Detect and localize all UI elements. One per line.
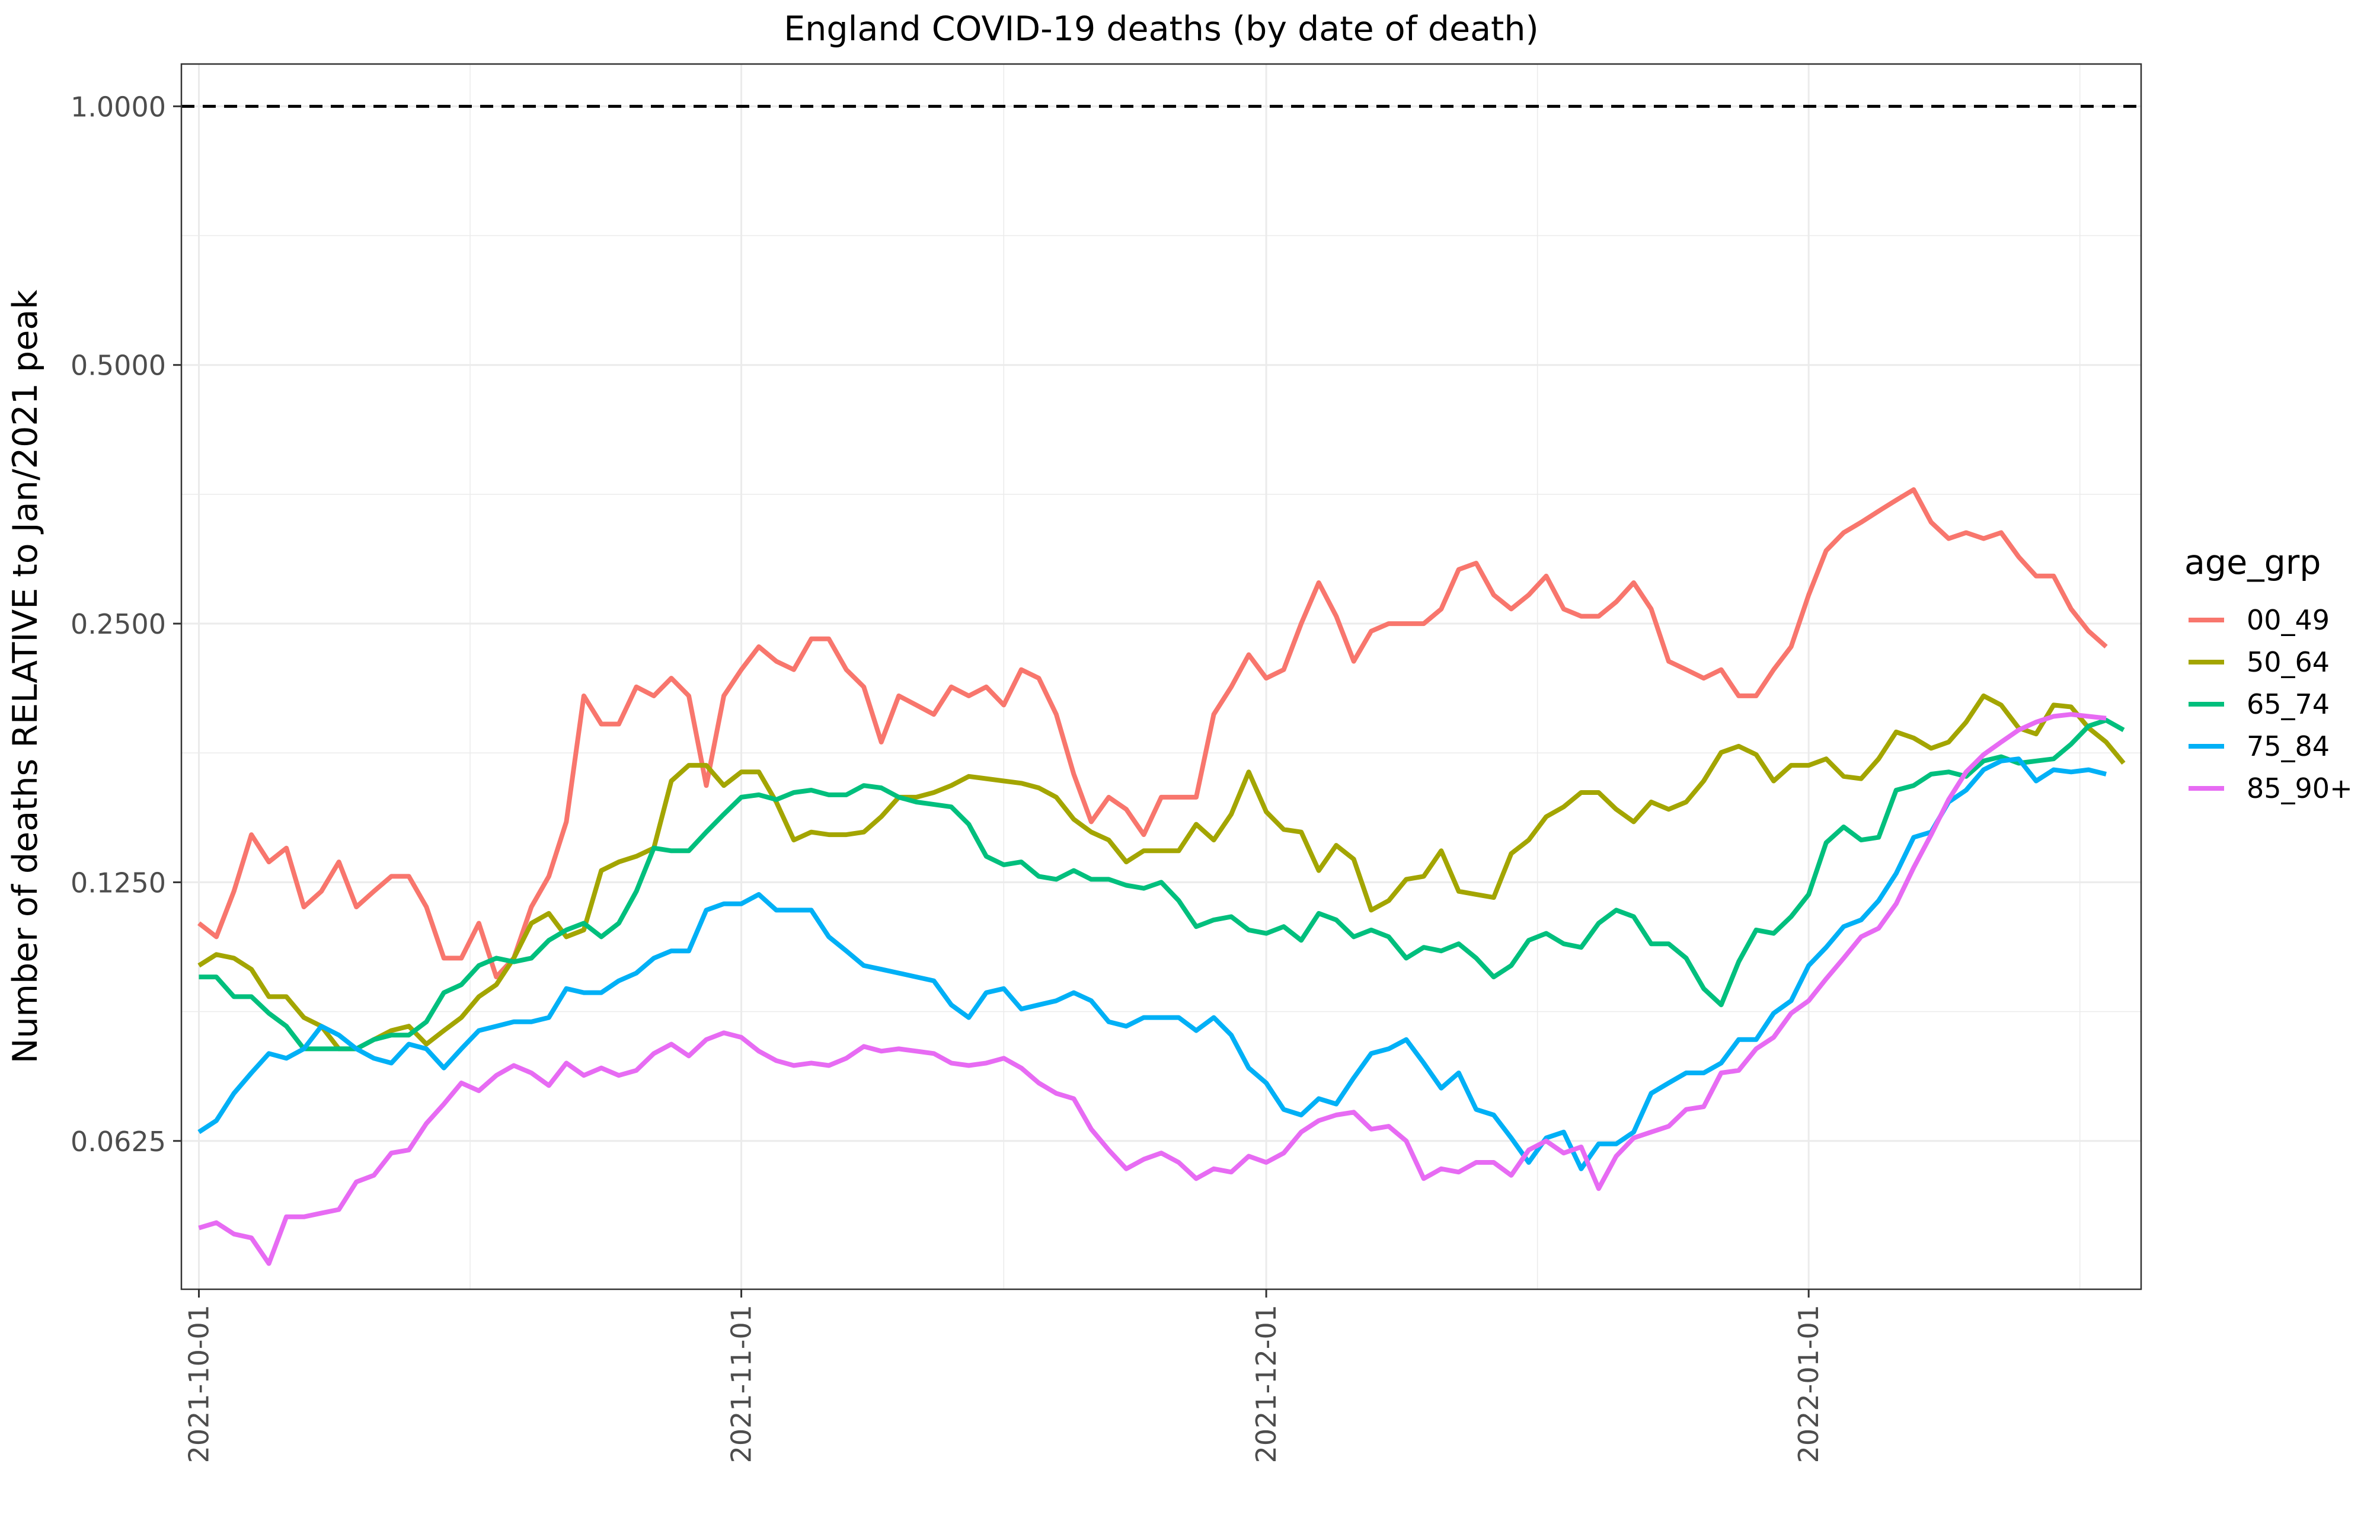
legend-title: age_grp <box>2184 543 2321 582</box>
series-lines <box>197 487 2126 1266</box>
y-tick-label: 0.1250 <box>71 867 166 899</box>
x-tick-label: 2022-01-01 <box>1793 1305 1825 1463</box>
y-tick-label: 1.0000 <box>71 91 166 123</box>
y-axis: 0.0625 0.1250 0.2500 0.5000 1.0000 <box>71 91 181 1158</box>
series-line-75_84 <box>197 756 2107 1171</box>
series-line-65_74 <box>199 718 2125 1052</box>
plot-panel-border <box>180 63 2142 1290</box>
x-tick-label: 2021-10-01 <box>183 1305 215 1463</box>
y-tick-label: 0.5000 <box>71 350 166 382</box>
x-tick-label: 2021-11-01 <box>726 1305 758 1463</box>
x-axis: 2021-10-01 2021-11-01 2021-12-01 2022-01-01 <box>183 1289 1825 1463</box>
x-tick-label: 2021-12-01 <box>1250 1305 1282 1463</box>
legend-label: 65_74 <box>2247 688 2330 720</box>
legend-label: 85_90+ <box>2247 772 2353 804</box>
y-tick-label: 0.0625 <box>71 1126 166 1158</box>
legend: age_grp 00_49 50_64 65_74 75_84 85_90+ <box>2184 543 2353 804</box>
legend-label: 00_49 <box>2247 604 2330 636</box>
legend-label: 75_84 <box>2247 730 2330 762</box>
legend-items: 00_49 50_64 65_74 75_84 85_90+ <box>2189 604 2353 804</box>
y-tick-label: 0.2500 <box>71 608 166 640</box>
series-line-85_90+ <box>198 712 2107 1266</box>
y-axis-title: Number of deaths RELATIVE to Jan/2021 pe… <box>6 290 45 1063</box>
series-line-50_64 <box>197 693 2126 1052</box>
chart-title: England COVID-19 deaths (by date of deat… <box>784 9 1538 49</box>
legend-label: 50_64 <box>2247 646 2330 678</box>
